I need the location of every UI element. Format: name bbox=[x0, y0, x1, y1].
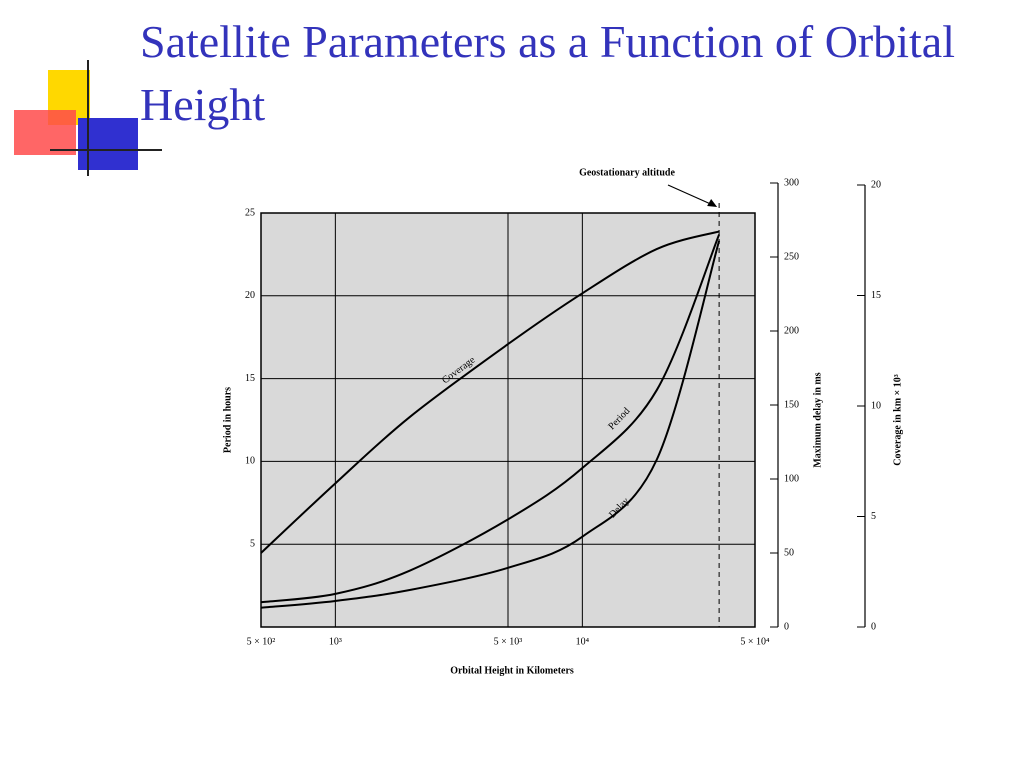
y2-axis-tick-label: 150 bbox=[784, 399, 799, 410]
y-tick-label: 20 bbox=[245, 290, 255, 301]
y2-axis-tick-label: 50 bbox=[784, 547, 794, 558]
y2-axis-tick-label: 100 bbox=[784, 473, 799, 484]
y-tick-label: 15 bbox=[245, 373, 255, 384]
annotation-arrowhead bbox=[707, 199, 718, 207]
curve bbox=[260, 230, 720, 554]
x-tick-label: 10³ bbox=[329, 636, 342, 647]
y-tick-label: 5 bbox=[250, 538, 255, 549]
x-tick-label: 5 × 10⁴ bbox=[740, 636, 770, 647]
curve bbox=[260, 240, 721, 609]
curve bbox=[260, 234, 721, 604]
y3-axis-label: Coverage in km × 10³ bbox=[892, 374, 903, 465]
y3-axis-tick-label: 0 bbox=[871, 621, 876, 632]
y-axis-label: Period in hours bbox=[222, 387, 233, 453]
y3-axis-tick-label: 20 bbox=[871, 179, 881, 190]
y2-axis-label: Maximum delay in ms bbox=[812, 372, 823, 467]
y3-axis-tick-label: 5 bbox=[871, 511, 876, 522]
y2-axis-tick-label: 200 bbox=[784, 325, 799, 336]
y2-axis-tick-label: 250 bbox=[784, 251, 799, 262]
x-axis-label: Orbital Height in Kilometers bbox=[450, 665, 574, 676]
y2-axis-tick-label: 0 bbox=[784, 621, 789, 632]
y2-axis-tick-label: 300 bbox=[784, 177, 799, 188]
y3-axis-tick-label: 10 bbox=[871, 400, 881, 411]
x-tick-label: 5 × 10³ bbox=[494, 636, 523, 647]
x-tick-label: 10⁴ bbox=[576, 636, 590, 647]
x-tick-label: 5 × 10² bbox=[247, 636, 276, 647]
slide-title: Satellite Parameters as a Function of Or… bbox=[140, 16, 955, 130]
logo bbox=[14, 60, 162, 176]
y3-axis-tick-label: 15 bbox=[871, 290, 881, 301]
annotation-label: Geostationary altitude bbox=[579, 167, 675, 178]
y-tick-label: 10 bbox=[245, 456, 255, 467]
annotation-arrow bbox=[667, 184, 716, 207]
y-tick-label: 25 bbox=[245, 207, 255, 218]
